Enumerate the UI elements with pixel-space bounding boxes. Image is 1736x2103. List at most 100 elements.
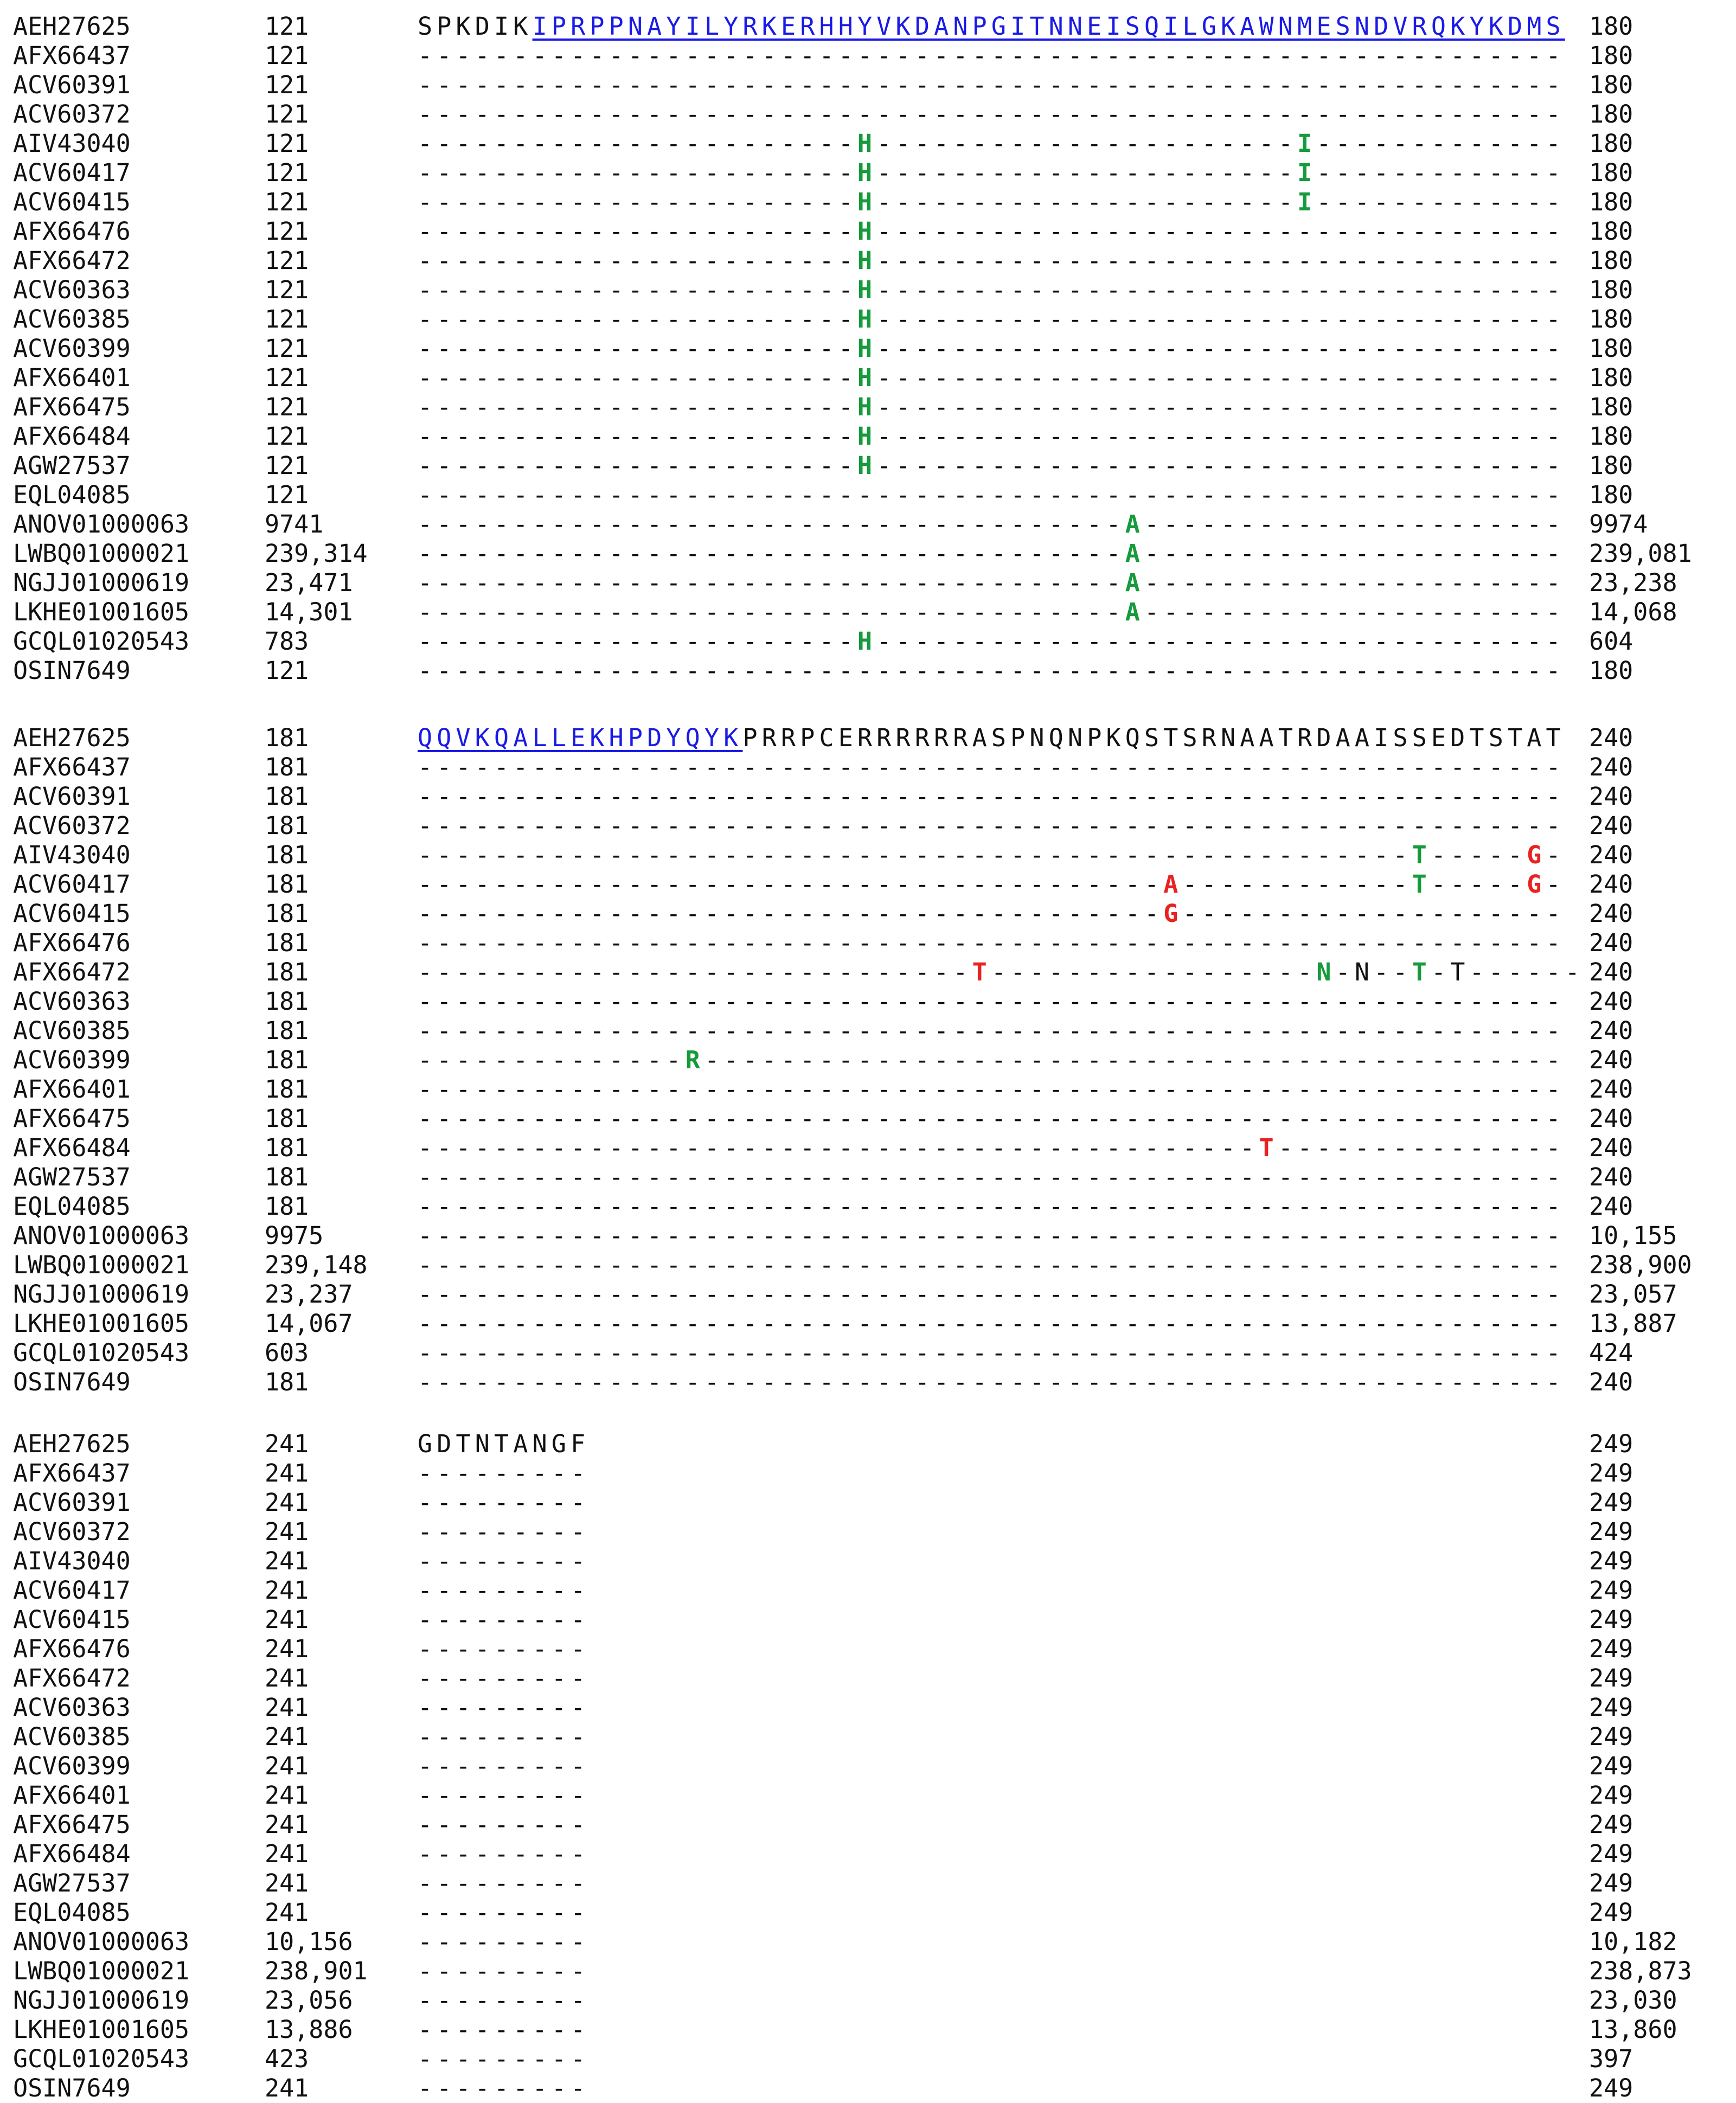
- alignment-row: AFX66484 181 -----------------------------…: [0, 1133, 1736, 1163]
- start-position: 241: [265, 1634, 309, 1663]
- end-position: 249: [1589, 1693, 1633, 1722]
- alignment-row: ACV60399 241 --------- 249: [0, 1752, 1736, 1781]
- end-position: 239,081: [1589, 539, 1692, 568]
- alignment-row: NGJJ01000619 23,056 --------- 23,030: [0, 1986, 1736, 2015]
- alignment-row: EQL04085 241 --------- 249: [0, 1898, 1736, 1927]
- end-position: 240: [1589, 1016, 1633, 1045]
- accession-label: ACV60385: [13, 1016, 131, 1045]
- start-position: 121: [265, 480, 309, 509]
- accession-label: AFX66476: [13, 928, 131, 957]
- sequence-string: ----------------------------------------…: [418, 1309, 1565, 1338]
- sequence-string: GDTNTANGF: [418, 1429, 590, 1458]
- end-position: 249: [1589, 1898, 1633, 1927]
- end-position: 240: [1589, 1133, 1633, 1162]
- start-position: 241: [265, 1547, 309, 1575]
- alignment-row: ACV60391 121 -----------------------------…: [0, 70, 1736, 100]
- substitution-residue: T: [972, 958, 991, 986]
- alignment-row: ANOV01000063 9741 ------------------------…: [0, 510, 1736, 539]
- sequence-string: ---------: [418, 1927, 590, 1956]
- alignment-row: OSIN7649 121 -----------------------------…: [0, 656, 1736, 685]
- accession-label: AFX66401: [13, 1781, 131, 1810]
- accession-label: ACV60391: [13, 1488, 131, 1517]
- alignment-row: AFX66475 181 -----------------------------…: [0, 1104, 1736, 1133]
- sequence-string: ----------------------------------------…: [418, 753, 1565, 781]
- accession-label: LWBQ01000021: [13, 1251, 190, 1279]
- end-position: 14,068: [1589, 598, 1677, 626]
- alignment-row: AFX66472 241 --------- 249: [0, 1664, 1736, 1693]
- end-position: 249: [1589, 1429, 1633, 1458]
- end-position: 23,238: [1589, 568, 1677, 597]
- start-position: 121: [265, 129, 309, 158]
- sequence-string: ---------: [418, 1957, 590, 1985]
- end-position: 397: [1589, 2044, 1633, 2073]
- accession-label: AFX66401: [13, 363, 131, 392]
- start-position: 121: [265, 656, 309, 685]
- end-position: 240: [1589, 899, 1633, 928]
- accession-label: ACV60372: [13, 1517, 131, 1546]
- alignment-row: EQL04085 121 -----------------------------…: [0, 480, 1736, 510]
- start-position: 121: [265, 422, 309, 451]
- accession-label: AFX66401: [13, 1075, 131, 1104]
- substitution-residue: H: [857, 217, 877, 246]
- end-position: 240: [1589, 1192, 1633, 1221]
- alignment-row: AIV43040 241 --------- 249: [0, 1547, 1736, 1576]
- sequence-string: -------------------------------------A--…: [418, 539, 1565, 568]
- accession-label: ACV60391: [13, 70, 131, 99]
- sequence-string: -----------------------H----------------…: [418, 158, 1565, 187]
- sequence-string: -----------------------H----------------…: [418, 422, 1565, 451]
- end-position: 180: [1589, 12, 1633, 41]
- sequence-string: -----------------------H----------------…: [418, 129, 1565, 158]
- sequence-string: ----------------------------------------…: [418, 841, 1565, 869]
- end-position: 180: [1589, 363, 1633, 392]
- accession-label: ACV60415: [13, 188, 131, 216]
- sequence-string: QQVKQALLEKHPDYQYKPRRPCERRRRRRASPNQNPKQST…: [418, 723, 1565, 753]
- substitution-residue: T: [1259, 1133, 1278, 1162]
- alignment-row: AFX66484 121 -----------------------H-----…: [0, 422, 1736, 451]
- substitution-residue: A: [1125, 510, 1144, 538]
- sequence-string: ---------: [418, 1722, 590, 1751]
- end-position: 240: [1589, 1104, 1633, 1133]
- start-position: 181: [265, 753, 309, 781]
- start-position: 14,067: [265, 1309, 353, 1338]
- sequence-string: -----------------------H----------------…: [418, 305, 1565, 334]
- substitution-residue: H: [857, 129, 877, 158]
- alignment-row: LWBQ01000021 238,901 --------- 238,873: [0, 1957, 1736, 1986]
- start-position: 181: [265, 1046, 309, 1074]
- alignment-row: AFX66437 121 -----------------------------…: [0, 41, 1736, 70]
- end-position: 249: [1589, 1634, 1633, 1663]
- accession-label: EQL04085: [13, 1192, 131, 1221]
- substitution-residue: I: [1297, 188, 1317, 216]
- sequence-string: ---------: [418, 1693, 590, 1722]
- substitution-residue: A: [1125, 598, 1144, 626]
- end-position: 249: [1589, 1869, 1633, 1897]
- substitution-residue: H: [857, 275, 877, 304]
- accession-label: AIV43040: [13, 841, 131, 869]
- sequence-string: ----------------------------------------…: [418, 1104, 1565, 1133]
- sequence-string: ---------: [418, 2015, 590, 2044]
- alignment-row: EQL04085 181 -----------------------------…: [0, 1192, 1736, 1221]
- accession-label: AFX66437: [13, 1459, 131, 1488]
- sequence-string: ---------: [418, 1634, 590, 1663]
- start-position: 181: [265, 1163, 309, 1191]
- accession-label: AFX66437: [13, 753, 131, 781]
- start-position: 121: [265, 158, 309, 187]
- accession-label: GCQL01020543: [13, 1338, 190, 1367]
- sequence-residues: SPKDIK: [418, 12, 533, 41]
- substitution-residue: T: [1412, 841, 1431, 869]
- sequence-string: ----------------------------------------…: [418, 1221, 1565, 1250]
- end-position: 240: [1589, 987, 1633, 1016]
- alignment-row: GCQL01020543 423 --------- 397: [0, 2044, 1736, 2074]
- alignment-row: AFX66401 241 --------- 249: [0, 1781, 1736, 1810]
- end-position: 10,155: [1589, 1221, 1677, 1250]
- start-position: 241: [265, 2074, 309, 2102]
- substitution-residue: G: [1527, 870, 1546, 899]
- start-position: 603: [265, 1338, 309, 1367]
- end-position: 238,873: [1589, 1957, 1692, 1985]
- start-position: 10,156: [265, 1927, 353, 1956]
- end-position: 240: [1589, 1046, 1633, 1074]
- start-position: 423: [265, 2044, 309, 2073]
- end-position: 604: [1589, 627, 1633, 656]
- alignment-row: ACV60417 181 -----------------------------…: [0, 870, 1736, 899]
- sequence-string: ----------------------------------------…: [418, 656, 1565, 685]
- end-position: 23,030: [1589, 1986, 1677, 2015]
